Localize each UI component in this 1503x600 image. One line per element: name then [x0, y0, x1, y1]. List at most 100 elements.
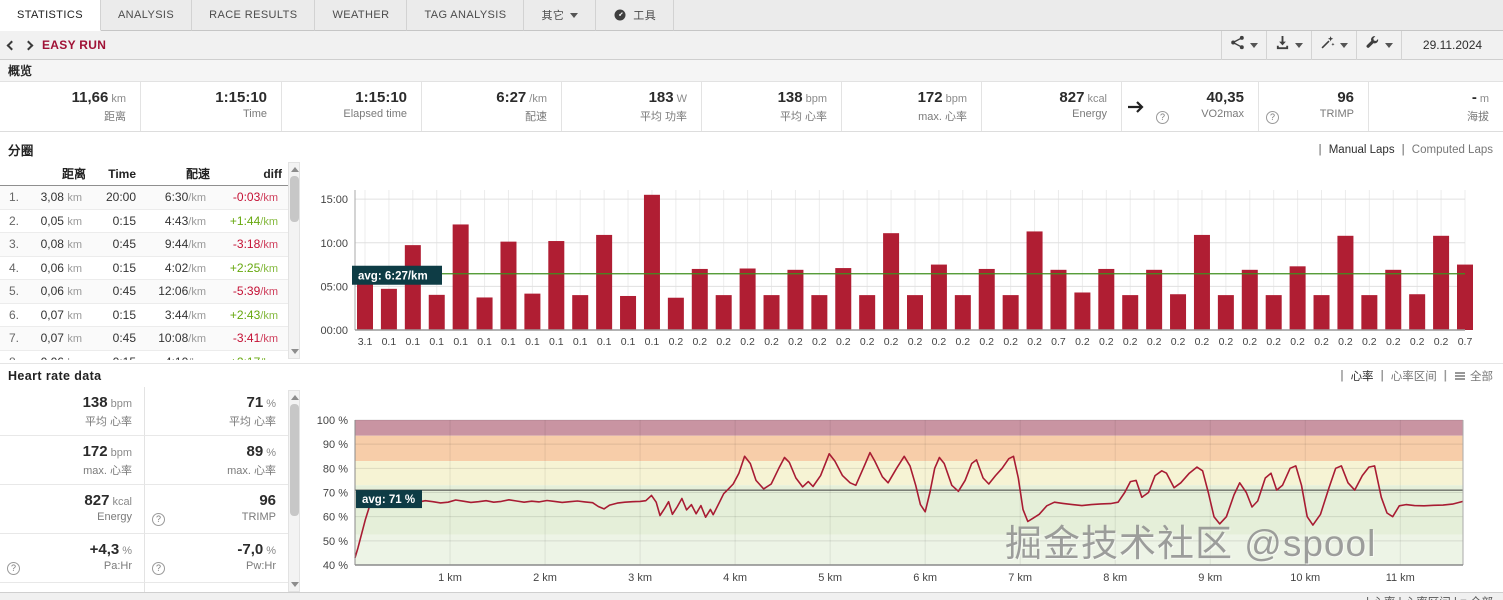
- scroll-up-icon[interactable]: [291, 167, 299, 172]
- help-icon[interactable]: ?: [152, 562, 165, 575]
- hr-scrollbar[interactable]: [288, 390, 300, 592]
- stat-value: 827 kcal: [1059, 89, 1107, 106]
- stat-unit: /km: [529, 93, 547, 105]
- svg-text:0.1: 0.1: [645, 336, 660, 348]
- stat-平均 心率: 138 bpm 平均 心率: [701, 82, 841, 131]
- svg-text:0.2: 0.2: [956, 336, 971, 348]
- stat-label: Pw:Hr: [246, 560, 276, 572]
- toggle-separator: |: [1443, 369, 1447, 382]
- tab-misc[interactable]: 其它: [524, 0, 597, 31]
- lap-pace: 9:44/km: [164, 237, 206, 252]
- hr-line-chart[interactable]: 40 % 50 % 60 % 70 % 80 % 90 % 100 % 1 km 2 km 3 k…: [300, 388, 1503, 592]
- settings-button[interactable]: [1356, 30, 1401, 60]
- lap-pace: 10:08/km: [158, 331, 206, 346]
- svg-text:70 %: 70 %: [323, 488, 348, 500]
- laps-title: 分圈: [8, 144, 34, 158]
- stat-value: -7,0%: [237, 541, 276, 558]
- stat-value: 89%: [246, 443, 276, 460]
- date-display[interactable]: 29.11.2024: [1401, 30, 1503, 60]
- toggle-Computed Laps[interactable]: Computed Laps: [1412, 144, 1493, 156]
- export-button[interactable]: [1266, 30, 1311, 60]
- scroll-up-icon[interactable]: [291, 395, 299, 400]
- svg-text:0.2: 0.2: [1171, 336, 1186, 348]
- hr-stat-max. 心率: 172 bpm max. 心率: [0, 436, 144, 485]
- help-icon[interactable]: ?: [7, 562, 20, 575]
- tab-weather[interactable]: WEATHER: [315, 0, 408, 31]
- chevron-down-icon: [570, 12, 579, 18]
- scroll-down-icon[interactable]: [291, 349, 299, 354]
- stat-距离: 11,66 km 距离: [0, 82, 140, 131]
- lap-row[interactable]: 5. 0,06 km 0:45 12:06/km -5:39/km: [0, 280, 288, 304]
- lap-row[interactable]: 6. 0,07 km 0:15 3:44/km +2:43/km: [0, 304, 288, 327]
- help-icon[interactable]: ?: [1156, 111, 1169, 124]
- laps-col-diff: diff: [263, 166, 282, 181]
- tab-analysis[interactable]: ANALYSIS: [100, 0, 193, 31]
- stat-label: TRIMP: [241, 511, 276, 523]
- svg-text:0.1: 0.1: [525, 336, 540, 348]
- svg-text:0.2: 0.2: [1362, 336, 1377, 348]
- stat-unit: bpm: [110, 398, 132, 410]
- toggle-心率区间[interactable]: 心率区间: [1391, 368, 1437, 384]
- svg-text:0.2: 0.2: [979, 336, 994, 348]
- toggle-全部[interactable]: 全部: [1454, 368, 1493, 384]
- lap-row[interactable]: 3. 0,08 km 0:45 9:44/km -3:18/km: [0, 233, 288, 257]
- toggle-label: 全部: [1470, 370, 1493, 383]
- pace-bar-chart[interactable]: 00:00 05:00 10:00 15:00 3.1 0.1 0.1 0.1 0.1 0.1 0.…: [300, 163, 1503, 358]
- svg-text:8 km: 8 km: [1103, 572, 1127, 584]
- footer-clipped-toggles: | 心率 | 心率区间 | ≡ 全部: [1366, 594, 1493, 600]
- edit-button[interactable]: [1311, 30, 1356, 60]
- scroll-down-icon[interactable]: [291, 582, 299, 587]
- toggle-心率[interactable]: 心率: [1351, 368, 1374, 384]
- laps-scrollbar[interactable]: [288, 162, 300, 359]
- lap-distance: 0,06 km: [40, 260, 82, 275]
- svg-text:0.2: 0.2: [1290, 336, 1305, 348]
- lap-time: 0:45: [112, 331, 136, 346]
- pace-bar-chart-svg: 00:00 05:00 10:00 15:00 3.1 0.1 0.1 0.1 0.1 0.1 0.…: [320, 190, 1473, 348]
- lap-time: 0:15: [90, 355, 140, 360]
- chevron-down-icon: [1340, 42, 1348, 48]
- tab-tools[interactable]: 工具: [596, 0, 675, 31]
- hr-stat-Energy: 827 kcal Energy: [0, 485, 144, 534]
- scrollbar-thumb[interactable]: [290, 176, 299, 222]
- svg-text:0.2: 0.2: [812, 336, 827, 348]
- wrench-icon: [1365, 35, 1380, 55]
- prev-activity-button[interactable]: [6, 40, 17, 50]
- lap-pace: 3:44/km: [164, 307, 206, 322]
- tab-race-results-label: RACE RESULTS: [209, 9, 298, 21]
- lap-row[interactable]: 8.0,06 km0:154:10/km+2:17/km: [0, 351, 288, 360]
- lap-row[interactable]: 1. 3,08 km 20:00 6:30/km -0:03/km: [0, 186, 288, 210]
- stat-value: 6:27/km: [496, 89, 547, 106]
- tab-race-results[interactable]: RACE RESULTS: [192, 0, 316, 31]
- next-metrics-arrow[interactable]: [1121, 82, 1149, 131]
- help-icon[interactable]: ?: [1266, 111, 1279, 124]
- lap-pace: 6:30/km: [164, 190, 206, 205]
- svg-text:10:00: 10:00: [320, 238, 348, 250]
- tab-bar: STATISTICS ANALYSIS RACE RESULTS WEATHER TAG…: [0, 0, 1503, 31]
- help-icon[interactable]: ?: [152, 513, 165, 526]
- tab-analysis-label: ANALYSIS: [117, 9, 175, 21]
- laps-col-配速: 配速: [185, 167, 210, 181]
- stat-unit: m: [1479, 93, 1489, 105]
- chevron-down-icon: [1250, 42, 1258, 48]
- next-activity-button[interactable]: [23, 40, 34, 50]
- svg-text:0.2: 0.2: [1242, 336, 1257, 348]
- lap-row[interactable]: 7. 0,07 km 0:45 10:08/km -3:41/km: [0, 327, 288, 351]
- lap-row[interactable]: 4. 0,06 km 0:15 4:02/km +2:25/km: [0, 257, 288, 280]
- stat-value: 1:15:10: [355, 89, 407, 106]
- toggle-Manual Laps[interactable]: Manual Laps: [1329, 144, 1395, 156]
- svg-text:3 km: 3 km: [628, 572, 652, 584]
- svg-text:0.2: 0.2: [1123, 336, 1138, 348]
- toggle-separator: |: [1401, 143, 1405, 156]
- svg-text:10 km: 10 km: [1290, 572, 1320, 584]
- stat-平均 功率: 183 W 平均 功率: [561, 82, 701, 131]
- tab-tools-label: 工具: [633, 10, 657, 22]
- stat-value: 40,35: [1206, 89, 1244, 106]
- share-button[interactable]: [1221, 30, 1266, 60]
- tab-statistics[interactable]: STATISTICS: [0, 0, 101, 31]
- scrollbar-thumb[interactable]: [290, 404, 299, 516]
- stat-Energy: 827 kcal Energy: [981, 82, 1121, 131]
- stat-unit: kcal: [1087, 93, 1107, 105]
- arrow-right-icon: [1127, 100, 1145, 114]
- tab-tag-analysis[interactable]: TAG ANALYSIS: [407, 0, 525, 31]
- lap-row[interactable]: 2. 0,05 km 0:15 4:43/km +1:44/km: [0, 210, 288, 233]
